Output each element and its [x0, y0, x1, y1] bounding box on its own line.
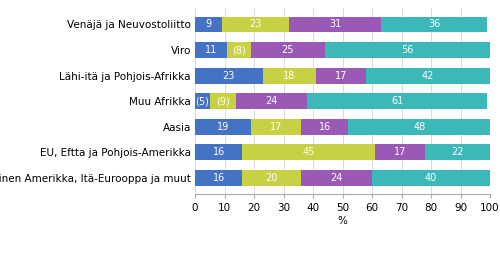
Text: 61: 61	[391, 96, 403, 106]
Bar	[210, 93, 236, 109]
Text: 22: 22	[452, 147, 464, 157]
Bar	[195, 170, 242, 186]
Text: 9: 9	[205, 19, 212, 29]
Bar	[195, 144, 242, 160]
Text: 20: 20	[266, 173, 278, 183]
Bar	[372, 170, 490, 186]
Bar	[251, 119, 301, 135]
Bar	[290, 16, 381, 32]
Text: 16: 16	[212, 173, 224, 183]
Bar	[228, 42, 251, 58]
Text: 17: 17	[270, 122, 282, 132]
Text: 17: 17	[335, 71, 347, 81]
Text: 16: 16	[318, 122, 331, 132]
Text: 45: 45	[302, 147, 315, 157]
Text: 56: 56	[401, 45, 413, 55]
Text: 25: 25	[282, 45, 294, 55]
Bar	[195, 42, 228, 58]
Bar	[222, 16, 290, 32]
Text: 24: 24	[330, 173, 343, 183]
Text: (9): (9)	[216, 96, 230, 106]
Bar	[307, 93, 487, 109]
Bar	[242, 144, 375, 160]
Text: 36: 36	[428, 19, 440, 29]
Text: 16: 16	[212, 147, 224, 157]
Bar	[325, 42, 490, 58]
Bar	[381, 16, 487, 32]
Bar	[301, 119, 348, 135]
Text: 23: 23	[222, 71, 235, 81]
Bar	[263, 68, 316, 84]
Text: (5): (5)	[196, 96, 209, 106]
Text: 42: 42	[422, 71, 434, 81]
Bar	[195, 119, 251, 135]
Text: 31: 31	[329, 19, 341, 29]
Text: 23: 23	[250, 19, 262, 29]
Text: 18: 18	[284, 71, 296, 81]
Bar	[236, 93, 307, 109]
Bar	[375, 144, 425, 160]
Bar	[195, 16, 222, 32]
Bar	[251, 42, 325, 58]
Text: (8): (8)	[232, 45, 246, 55]
Bar	[195, 68, 263, 84]
Bar	[348, 119, 490, 135]
Bar	[366, 68, 490, 84]
Bar	[301, 170, 372, 186]
Bar	[425, 144, 490, 160]
X-axis label: %: %	[338, 216, 347, 226]
Bar	[195, 93, 210, 109]
Text: 24: 24	[266, 96, 278, 106]
Text: 40: 40	[425, 173, 437, 183]
Text: 48: 48	[413, 122, 426, 132]
Bar	[316, 68, 366, 84]
Text: 19: 19	[217, 122, 229, 132]
Text: 11: 11	[205, 45, 218, 55]
Bar	[242, 170, 301, 186]
Text: 17: 17	[394, 147, 406, 157]
